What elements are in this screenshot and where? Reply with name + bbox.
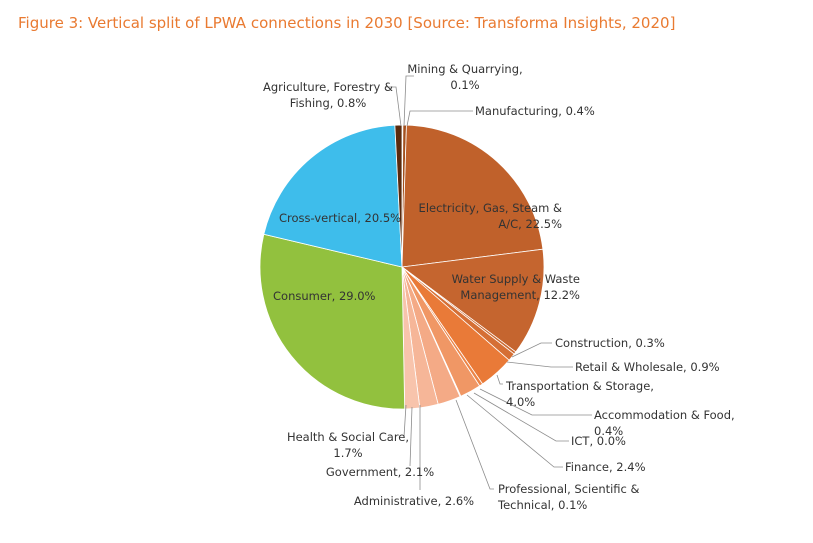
slice-label-line: Finance, 2.4% — [565, 460, 646, 474]
slice-label: Construction, 0.3% — [555, 336, 665, 350]
slice-label-line: A/C, 22.5% — [498, 217, 562, 231]
pie-slice — [401, 124, 544, 268]
slice-label-line: Accommodation & Food, — [594, 408, 735, 422]
slice-label-line: Technical, 0.1% — [497, 498, 587, 512]
slice-label-line: Health & Social Care, — [287, 430, 409, 444]
slice-label-line: Management, 12.2% — [460, 288, 580, 302]
leader-line — [466, 394, 563, 468]
slice-label: Administrative, 2.6% — [354, 494, 474, 508]
leader-line — [506, 361, 573, 368]
slice-label-line: ICT, 0.0% — [571, 434, 626, 448]
leader-line — [409, 406, 413, 467]
slice-label-line: 0.1% — [450, 78, 479, 92]
pie-slice — [400, 248, 545, 353]
slice-label-line: Water Supply & Waste — [452, 272, 580, 286]
slice-label: Health & Social Care, 1.7% — [287, 430, 409, 460]
slice-label: Manufacturing, 0.4% — [475, 104, 595, 118]
slice-label: Water Supply & Waste Management, 12.2% — [452, 272, 580, 302]
pie-slice — [263, 124, 403, 268]
leader-line — [473, 392, 569, 442]
slice-label-line: Retail & Wholesale, 0.9% — [575, 360, 720, 374]
leader-line — [496, 374, 503, 385]
slice-label-line: Consumer, 29.0% — [273, 289, 376, 303]
leader-lines — [385, 75, 592, 490]
leader-line — [385, 86, 402, 127]
slice-label: Transportation & Storage, 4.0% — [505, 379, 654, 409]
pie-slice — [394, 124, 403, 268]
slice-label-line: Electricity, Gas, Steam & — [419, 201, 562, 215]
slice-label-line: 1.7% — [333, 446, 362, 460]
slice-label: Accommodation & Food, 0.4% — [594, 408, 735, 438]
slice-label: Agriculture, Forestry & Fishing, 0.8% — [263, 80, 393, 110]
slice-labels: Mining & Quarrying, 0.1% Manufacturing, 0.… — [263, 62, 735, 512]
slice-label: Consumer, 29.0% — [273, 289, 376, 303]
slice-label-line: 0.4% — [594, 424, 623, 438]
slice-label-line: Government, 2.1% — [326, 465, 434, 479]
slice-label-line: Manufacturing, 0.4% — [475, 104, 595, 118]
leader-line — [479, 388, 592, 416]
slice-label-line: Fishing, 0.8% — [290, 96, 367, 110]
pie-slices — [259, 124, 545, 410]
slice-label: Cross-vertical, 20.5% — [279, 211, 401, 225]
slice-label: ICT, 0.0% — [571, 434, 626, 448]
slice-label-line: Administrative, 2.6% — [354, 494, 474, 508]
slice-label: Electricity, Gas, Steam & A/C, 22.5% — [419, 201, 563, 231]
slice-label: Retail & Wholesale, 0.9% — [575, 360, 720, 374]
leader-line — [511, 342, 552, 358]
slice-label-line: Construction, 0.3% — [555, 336, 665, 350]
slice-label-line: Professional, Scientific & — [498, 482, 640, 496]
slice-label: Government, 2.1% — [326, 465, 434, 479]
slice-label: Finance, 2.4% — [565, 460, 646, 474]
slice-label: Professional, Scientific & Technical, 0.1… — [497, 482, 640, 512]
chart-title: Figure 3: Vertical split of LPWA connect… — [18, 14, 676, 32]
slice-label: Mining & Quarrying, 0.1% — [407, 62, 522, 92]
pie-slice — [259, 233, 406, 410]
slice-label-line: Mining & Quarrying, — [407, 62, 522, 76]
leader-line — [455, 399, 494, 490]
slice-label-line: Transportation & Storage, — [505, 379, 654, 393]
leader-line — [406, 110, 473, 127]
slice-label-line: 4.0% — [506, 395, 535, 409]
leader-line — [403, 75, 414, 127]
leader-line — [403, 404, 407, 438]
slice-label-line: Agriculture, Forestry & — [263, 80, 393, 94]
slice-label-line: Cross-vertical, 20.5% — [279, 211, 401, 225]
